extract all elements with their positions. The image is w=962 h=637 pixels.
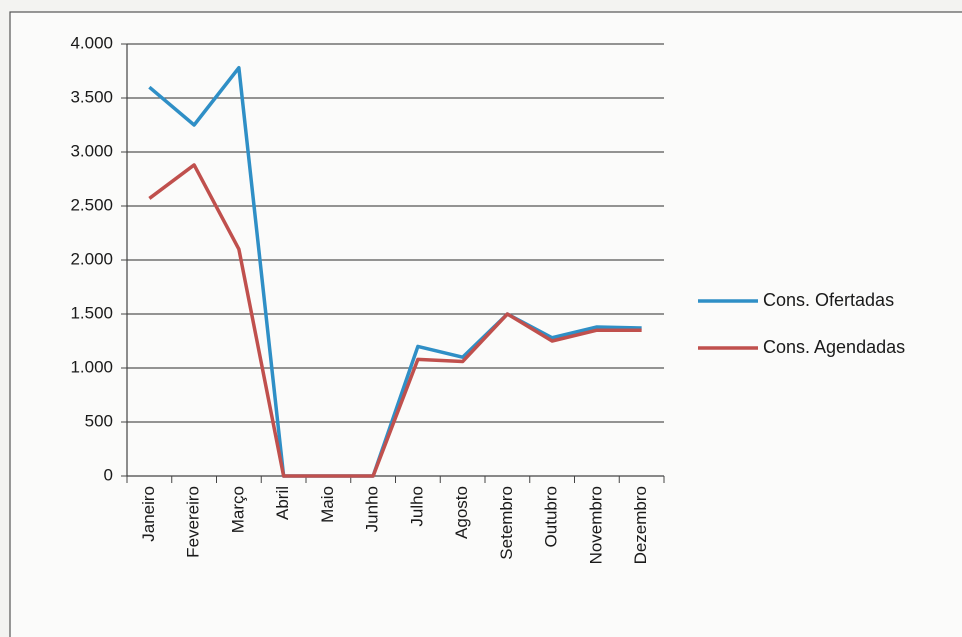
legend-label: Cons. Ofertadas bbox=[763, 290, 894, 310]
x-tick-label: Outubro bbox=[542, 486, 561, 547]
legend-label: Cons. Agendadas bbox=[763, 337, 905, 357]
x-tick-label: Abril bbox=[273, 486, 292, 520]
x-tick-label: Novembro bbox=[586, 486, 605, 564]
chart-frame bbox=[9, 11, 962, 637]
series-line bbox=[148, 163, 642, 478]
x-tick-label: Julho bbox=[407, 486, 426, 527]
y-tick-label: 4.000 bbox=[70, 33, 113, 52]
x-tick-label: Agosto bbox=[452, 486, 471, 539]
x-tick-label: Setembro bbox=[497, 486, 516, 560]
y-tick-label: 0 bbox=[104, 465, 113, 484]
y-tick-label: 2.500 bbox=[70, 195, 113, 214]
series-line bbox=[148, 66, 642, 478]
x-tick-label: Março bbox=[228, 486, 247, 533]
y-tick-label: 3.000 bbox=[70, 141, 113, 160]
y-tick-label: 3.500 bbox=[70, 87, 113, 106]
x-tick-label: Dezembro bbox=[631, 486, 650, 564]
x-tick-label: Janeiro bbox=[139, 486, 158, 542]
y-tick-label: 2.000 bbox=[70, 249, 113, 268]
y-tick-label: 1.000 bbox=[70, 357, 113, 376]
x-tick-label: Fevereiro bbox=[184, 486, 203, 558]
y-tick-label: 500 bbox=[85, 411, 113, 430]
y-tick-label: 1.500 bbox=[70, 303, 113, 322]
x-tick-label: Maio bbox=[318, 486, 337, 523]
x-tick-label: Junho bbox=[363, 486, 382, 532]
